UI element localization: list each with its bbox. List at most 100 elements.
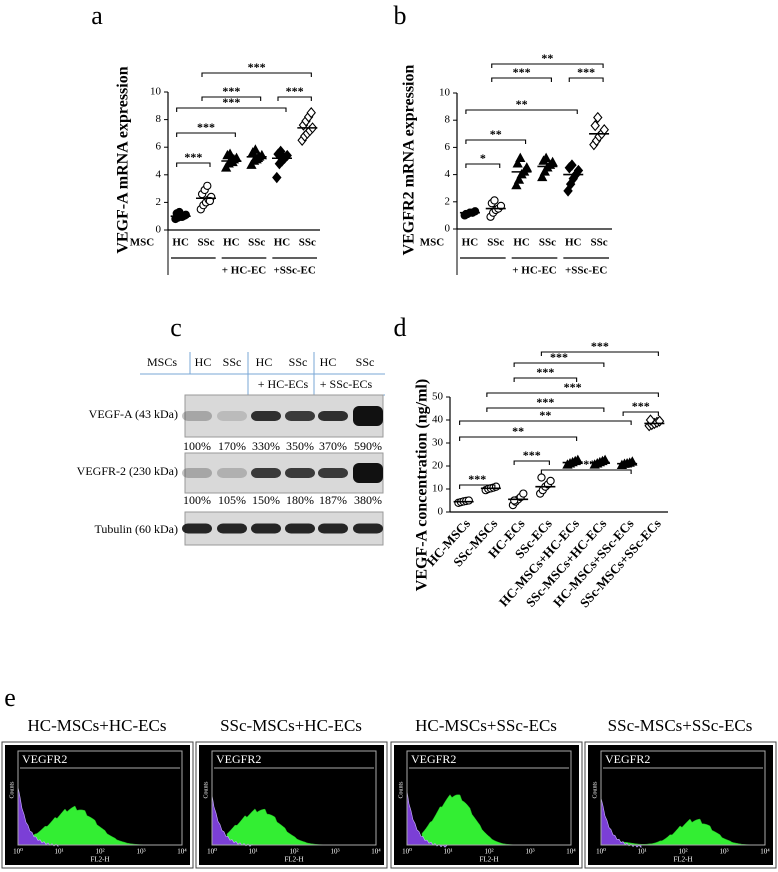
y-tick-label: 10 (150, 86, 162, 98)
flow-title: SSc-MSCs+HC-ECs (220, 716, 362, 735)
flow-x-tick-label: 10⁰ (13, 848, 23, 856)
flow-x-tick-label: 10² (95, 848, 104, 856)
significance-label: *** (536, 395, 554, 409)
significance-bracket (176, 162, 211, 167)
significance-label: *** (222, 84, 240, 98)
flow-title: HC-MSCs+HC-ECs (27, 716, 166, 735)
blot-subheader: + HC-ECs (258, 377, 309, 391)
flow-x-tick-label: 10⁴ (566, 848, 576, 856)
significance-bracket (513, 377, 578, 382)
blot-header: MSCs (147, 355, 177, 369)
y-axis-title: VEGF-A concentration (ng/ml) (414, 379, 431, 591)
data-point (278, 151, 289, 163)
data-point (654, 415, 665, 427)
x-tick-label: HC (274, 237, 291, 249)
blot-band (217, 468, 247, 478)
blot-header: SSc (223, 355, 242, 369)
significance-bracket (486, 392, 659, 397)
significance-label: *** (222, 95, 240, 109)
blot-header: SSc (356, 355, 375, 369)
significance-label: *** (468, 472, 486, 486)
blot-band (285, 523, 315, 534)
blot-percentage: 187% (319, 493, 347, 507)
data-point (567, 159, 577, 171)
significance-label: ** (541, 51, 553, 65)
data-point (645, 414, 656, 426)
y-tick-label: 6 (445, 141, 451, 153)
significance-bracket (176, 132, 236, 137)
blot-band (353, 406, 383, 426)
flow-x-tick-label: 10³ (330, 848, 339, 856)
group-label: + HC-EC (222, 265, 267, 277)
y-tick-label: 10 (439, 87, 451, 99)
blot-header: HC (320, 355, 337, 369)
significance-bracket (568, 77, 604, 82)
significance-label: ** (490, 127, 502, 141)
blot-band (217, 523, 247, 534)
data-point (203, 181, 212, 190)
blot-percentage: 380% (354, 493, 382, 507)
row-label: MSC (130, 237, 155, 249)
significance-bracket (513, 362, 605, 367)
data-point (306, 107, 316, 119)
blot-band (251, 411, 281, 421)
histogram-control (600, 797, 642, 849)
data-point (593, 111, 603, 124)
significance-bracket (465, 163, 501, 168)
flow-plot-frame (406, 750, 572, 846)
group-label: + HC-EC (512, 265, 557, 277)
blot-row-label: VEGFR-2 (230 kDa) (77, 464, 178, 478)
flow-x-tick-label: 10⁰ (207, 848, 217, 856)
flow-x-tick-label: 10³ (525, 848, 534, 856)
significance-label: *** (184, 150, 202, 164)
significance-bracket (277, 96, 312, 101)
flow-marker-label: VEGFR2 (411, 752, 456, 766)
flow-plot-frame (17, 750, 183, 846)
blot-band (182, 468, 212, 478)
x-tick-label: HC (462, 237, 479, 249)
panel-label: a (91, 1, 103, 30)
flow-x-label: FL2-H (673, 856, 692, 864)
group-label: +SSc-EC (565, 265, 607, 277)
significance-bracket (491, 63, 604, 68)
flow-marker-label: VEGFR2 (216, 752, 261, 766)
blot-band (353, 463, 383, 483)
significance-bracket (201, 96, 262, 101)
flow-y-label: Counts (398, 781, 404, 799)
y-tick-label: 10 (432, 483, 444, 495)
significance-label: *** (577, 457, 595, 471)
data-point (515, 152, 526, 163)
flow-x-tick-label: 10⁴ (177, 848, 187, 856)
blot-band (318, 523, 348, 534)
significance-label: ** (539, 408, 551, 422)
blot-percentage: 150% (252, 493, 280, 507)
flow-x-tick-label: 10¹ (443, 848, 452, 856)
blot-band (285, 468, 315, 478)
panel-label: b (394, 1, 407, 30)
y-tick-label: 4 (156, 168, 162, 180)
flow-x-tick-label: 10³ (136, 848, 145, 856)
data-point (224, 148, 236, 158)
data-point (490, 196, 499, 205)
data-point (491, 482, 501, 491)
blot-band (182, 523, 212, 534)
data-point (510, 496, 519, 505)
flow-x-label: FL2-H (479, 856, 498, 864)
data-point (537, 171, 548, 182)
flow-x-tick-label: 10² (678, 848, 687, 856)
data-point (513, 174, 525, 184)
significance-bracket (465, 109, 578, 114)
significance-bracket (540, 469, 632, 474)
significance-bracket (540, 351, 659, 356)
blot-percentage: 170% (218, 439, 246, 453)
y-tick-label: 6 (156, 141, 162, 153)
y-tick-label: 40 (432, 414, 444, 426)
data-point (572, 454, 583, 465)
y-tick-label: 2 (156, 196, 162, 208)
blot-band (285, 411, 315, 421)
flow-title: SSc-MSCs+SSc-ECs (608, 716, 753, 735)
significance-label: *** (632, 399, 650, 413)
significance-label: *** (286, 84, 304, 98)
x-tick-label: HC (513, 237, 530, 249)
